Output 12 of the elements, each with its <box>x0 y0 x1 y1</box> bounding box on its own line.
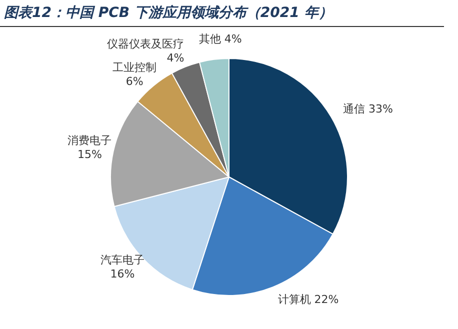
slice-label: 仪器仪表及医疗 <box>107 38 184 51</box>
slice-label: 通信 33% <box>343 102 393 116</box>
slice-label: 其他 4% <box>198 32 242 46</box>
slice-label: 工业控制 <box>112 60 157 74</box>
slice-label: 消费电子 <box>68 134 112 147</box>
data-label: 4% <box>166 52 184 65</box>
data-label: 16% <box>110 268 135 281</box>
data-label: 15% <box>77 148 102 161</box>
data-label: 6% <box>126 74 144 88</box>
slice-label: 计算机 22% <box>278 293 339 306</box>
slice-label: 汽车电子 <box>100 254 144 267</box>
chart-title: 图表12：中国 PCB 下游应用领域分布（2021 年） <box>0 0 444 27</box>
